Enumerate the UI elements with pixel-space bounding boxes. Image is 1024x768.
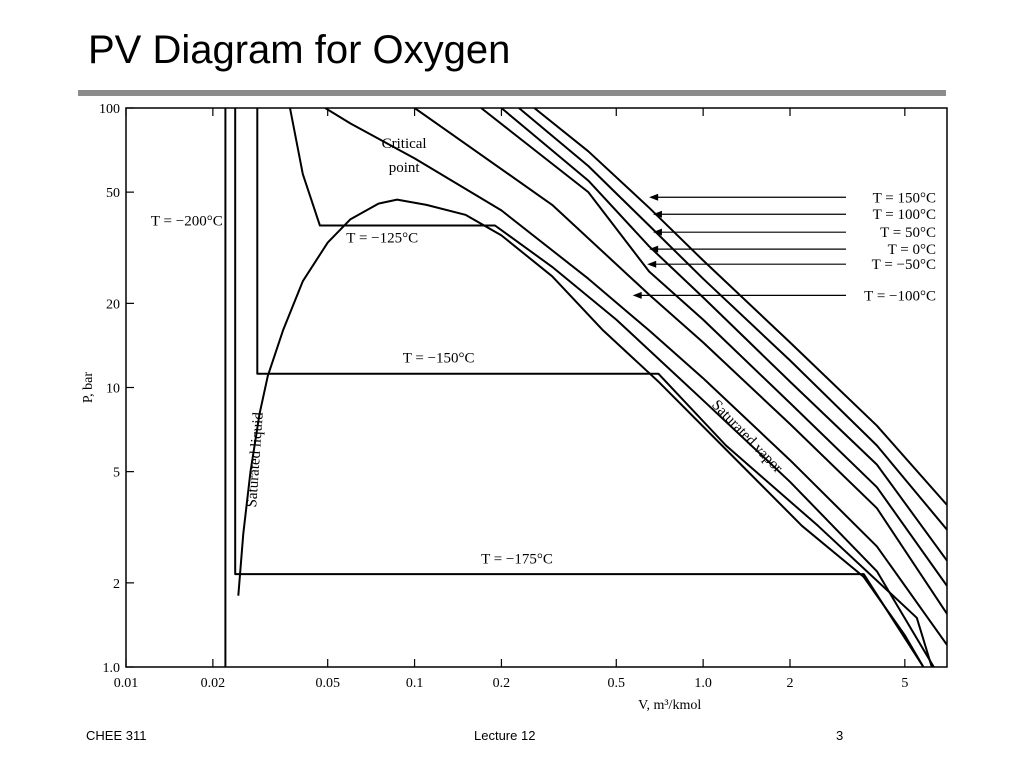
legend-arrowhead xyxy=(632,291,642,299)
x-tick-label: 0.01 xyxy=(114,676,139,691)
legend-arrowhead xyxy=(649,193,659,201)
isotherm-t-100c xyxy=(518,108,947,531)
isotherm-t-minus125c xyxy=(289,108,935,667)
saturated-liquid-label: Saturated liquid xyxy=(244,411,267,508)
x-tick-label: 0.5 xyxy=(608,676,626,691)
x-tick-label: 0.05 xyxy=(315,676,340,691)
isotherm-t-minus175c xyxy=(234,108,925,667)
plot-frame xyxy=(125,107,948,668)
y-tick-label: 5 xyxy=(113,466,120,481)
title-divider xyxy=(78,90,946,96)
isotherm-t-minus150c xyxy=(256,108,933,667)
critical-point-label-line2: point xyxy=(389,160,421,176)
isotherm-t-minus50c xyxy=(414,108,947,615)
legend-arrowhead xyxy=(652,228,662,236)
y-tick-label: 100 xyxy=(99,102,120,117)
legend-t-50c: T = 50°C xyxy=(880,225,936,241)
slide-number: 3 xyxy=(836,728,844,743)
critical-point-label: Critical xyxy=(382,136,427,152)
y-tick-label: 2 xyxy=(113,577,120,592)
legend-t-150c: T = 150°C xyxy=(873,190,936,206)
isotherm-t-minus100c xyxy=(324,108,947,646)
isotherm-t-50c xyxy=(500,108,947,562)
x-tick-label: 1.0 xyxy=(694,676,712,691)
course-code: CHEE 311 xyxy=(86,728,147,743)
x-tick-label: 0.1 xyxy=(406,676,424,691)
legend-arrowhead xyxy=(652,210,662,218)
y-tick-label: 10 xyxy=(106,382,120,397)
legend-arrowhead xyxy=(649,245,659,253)
lecture-label: Lecture 12 xyxy=(474,728,536,743)
y-tick-label: 50 xyxy=(106,186,120,201)
legend-t-minus50c: T = −50°C xyxy=(872,257,936,273)
x-tick-label: 0.2 xyxy=(493,676,511,691)
label-t-minus175c: T = −175°C xyxy=(481,551,553,567)
isotherm-t-0c xyxy=(480,108,947,587)
label-t-minus150c: T = −150°C xyxy=(403,350,475,366)
isotherm-t-150c xyxy=(533,108,947,506)
x-tick-label: 2 xyxy=(787,676,794,691)
y-tick-label: 1.0 xyxy=(103,661,121,676)
saturation-dome-curve xyxy=(237,198,925,667)
legend-t-0c: T = 0°C xyxy=(888,242,936,258)
label-t-minus200c: T = −200°C xyxy=(151,213,223,229)
legend-arrowhead xyxy=(647,260,657,268)
label-t-minus125c: T = −125°C xyxy=(346,231,418,247)
x-axis-label: V, m³/kmol xyxy=(638,698,701,713)
slide-title: PV Diagram for Oxygen xyxy=(88,28,511,72)
x-tick-label: 5 xyxy=(901,676,908,691)
x-tick-label: 0.02 xyxy=(201,676,226,691)
y-tick-label: 20 xyxy=(106,297,120,312)
y-axis-label: P, bar xyxy=(81,372,96,403)
legend-t-100c: T = 100°C xyxy=(873,207,936,223)
legend-t-minus100c: T = −100°C xyxy=(864,288,936,304)
